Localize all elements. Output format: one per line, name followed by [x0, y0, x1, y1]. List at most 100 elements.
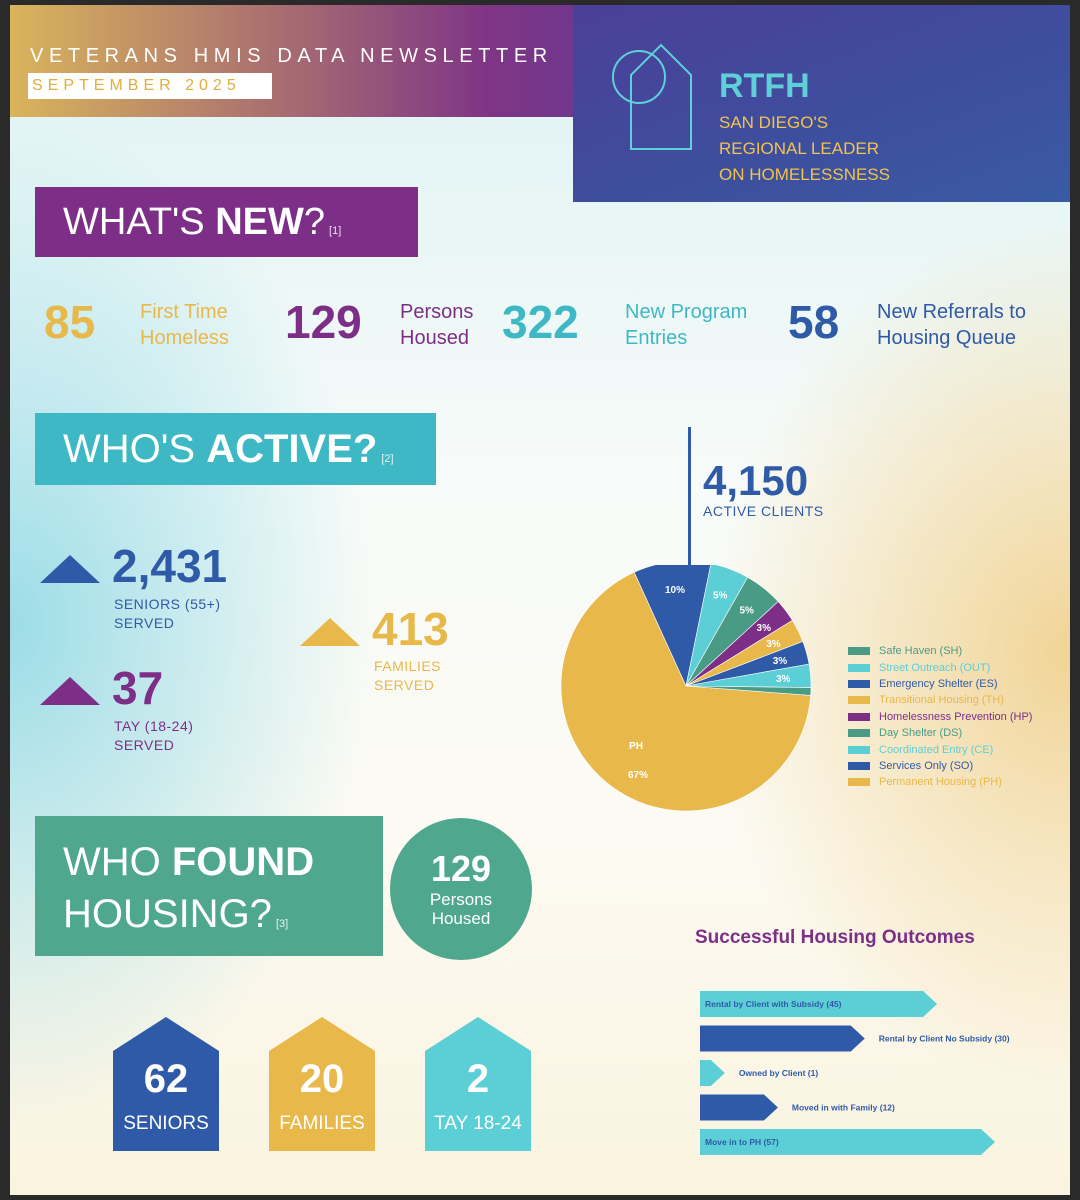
stat-label-line: Housing Queue — [877, 327, 1016, 349]
legend-item: Services Only (SO) — [848, 758, 1032, 774]
house-shape-icon — [425, 1017, 531, 1151]
act-label-line: SENIORS (55+) — [114, 596, 221, 612]
outcome-arrow-bar — [700, 991, 938, 1017]
families-served-label: FAMILIES SERVED — [374, 657, 441, 695]
whos-active-ref: [2] — [381, 453, 394, 465]
stat-persons-housed-label: Persons Housed — [400, 299, 473, 351]
pie-slice-percent-label: 3% — [773, 656, 788, 667]
whats-new-ref: [1] — [329, 225, 342, 237]
found-title-line-1: WHO FOUND — [63, 836, 383, 888]
house-families: 20 FAMILIES — [269, 1017, 375, 1151]
stat-program-entries-value: 322 — [502, 296, 579, 348]
house-shape-icon — [269, 1017, 375, 1151]
outcome-arrow-label: Rental by Client with Subsidy (45) — [705, 999, 842, 1009]
persons-housed-label-1: Persons — [429, 890, 493, 909]
outcome-arrow-bar — [700, 1129, 995, 1155]
pie-slice — [685, 685, 812, 696]
outcome-arrow-label: Moved in with Family (12) — [792, 1103, 895, 1113]
legend-swatch — [848, 778, 870, 787]
house-seniors: 62 SENIORS — [113, 1017, 219, 1151]
act-label-line: SERVED — [114, 615, 175, 631]
tay-served-label: TAY (18-24) SERVED — [114, 717, 193, 755]
legend-swatch — [848, 745, 870, 754]
house-families-label: FAMILIES — [279, 1113, 365, 1134]
stat-referrals-value: 58 — [788, 296, 840, 348]
active-clients-total: 4,150 — [703, 457, 809, 504]
stat-first-time-homeless-value: 85 — [44, 296, 96, 348]
legend-label: Day Shelter (DS) — [879, 727, 963, 740]
rtfh-tagline-1: SAN DIEGO'S — [719, 113, 829, 132]
stat-label-line: New Program — [625, 301, 748, 323]
persons-housed-circle: 129 Persons Housed — [390, 818, 532, 960]
stat-referrals-label: New Referrals to Housing Queue — [877, 299, 1026, 351]
stat-label-line: Entries — [625, 327, 688, 349]
legend-label: Transitional Housing (TH) — [879, 694, 1004, 707]
stat-label-line: Homeless — [140, 327, 229, 349]
legend-swatch — [848, 696, 870, 705]
pie-slice-percent-label: 3% — [776, 674, 791, 685]
families-up-triangle-icon — [300, 618, 360, 646]
found-title-line-2: HOUSING? [3] — [63, 888, 383, 950]
pie-slice-percent-label: 5% — [713, 591, 728, 602]
house-families-value: 20 — [299, 1057, 345, 1101]
legend-label: Street Outreach (OUT) — [879, 661, 991, 674]
legend-swatch — [848, 663, 870, 672]
outcome-arrow-label: Owned by Client (1) — [739, 1068, 819, 1078]
pie-slice-percent-label: 67% — [628, 770, 648, 781]
found-title-bold: FOUND — [171, 840, 315, 884]
pie-callout-line — [688, 427, 691, 577]
pie-slice-percent-label: 5% — [739, 606, 754, 617]
stat-label-line: Persons — [400, 301, 474, 323]
stat-label-line: Housed — [400, 327, 469, 349]
stat-label-line: First Time — [140, 301, 228, 323]
act-label-line: TAY (18-24) — [114, 718, 194, 734]
found-title-light: WHO — [63, 840, 172, 884]
legend-swatch — [848, 712, 870, 721]
house-seniors-value: 62 — [143, 1057, 189, 1101]
house-seniors-label: SENIORS — [123, 1113, 209, 1134]
legend-item: Emergency Shelter (ES) — [848, 676, 1032, 692]
seniors-served-value: 2,431 — [112, 540, 228, 592]
whos-active-title-bold: ACTIVE? — [206, 427, 378, 471]
stat-first-time-homeless-label: First Time Homeless — [140, 299, 229, 351]
outcomes-title: Successful Housing Outcomes — [695, 927, 975, 948]
whos-active-title-light: WHO'S — [63, 427, 207, 471]
housing-outcomes-arrow-chart: Rental by Client with Subsidy (45) Rental… — [700, 991, 1010, 1155]
house-tay-value: 2 — [466, 1057, 490, 1101]
legend-label: Safe Haven (SH) — [879, 645, 963, 658]
rtfh-house-logo-icon — [612, 43, 692, 150]
legend-label: Coordinated Entry (CE) — [879, 743, 994, 756]
persons-housed-label-2: Housed — [431, 909, 491, 928]
legend-swatch — [848, 729, 870, 738]
pie-slice — [560, 571, 811, 812]
rtfh-tagline-3: ON HOMELESSNESS — [719, 165, 890, 184]
pie-legend: Safe Haven (SH) Street Outreach (OUT) Emer… — [848, 643, 1032, 791]
act-label-line: FAMILIES — [374, 658, 442, 674]
outcome-arrow-bar — [700, 1094, 778, 1121]
tay-served-value: 37 — [112, 662, 164, 714]
seniors-up-triangle-icon — [40, 555, 100, 583]
found-ref: [3] — [275, 918, 289, 930]
legend-item: Street Outreach (OUT) — [848, 659, 1032, 675]
legend-label: Homelessness Prevention (HP) — [879, 710, 1033, 723]
house-shape-icon — [113, 1017, 219, 1151]
rtfh-logo-panel: RTFH SAN DIEGO'S REGIONAL LEADER ON HOME… — [573, 5, 1070, 202]
legend-item: Transitional Housing (TH) — [848, 692, 1032, 708]
newsletter-title: VETERANS HMIS DATA NEWSLETTER — [30, 45, 553, 67]
outcome-arrow-bar — [700, 1025, 865, 1052]
outcome-arrow-label: Move in to PH (57) — [705, 1137, 779, 1147]
pie-slice — [633, 565, 711, 687]
families-served-value: 413 — [372, 603, 449, 655]
legend-swatch — [848, 761, 870, 770]
whats-new-title-bold: NEW — [215, 201, 304, 243]
whos-active-banner: WHO'S ACTIVE? [2] — [35, 413, 436, 485]
whats-new-title-end: ? — [303, 201, 326, 243]
act-label-line: SERVED — [114, 737, 175, 753]
legend-item: Safe Haven (SH) — [848, 643, 1032, 659]
tay-up-triangle-icon — [40, 677, 100, 705]
pie-slice-percent-label: 3% — [757, 623, 772, 634]
house-tay: 2 TAY 18-24 — [425, 1017, 531, 1151]
legend-label: Emergency Shelter (ES) — [879, 677, 998, 690]
outcome-arrow-label: Rental by Client No Subsidy (30) — [879, 1034, 1010, 1044]
